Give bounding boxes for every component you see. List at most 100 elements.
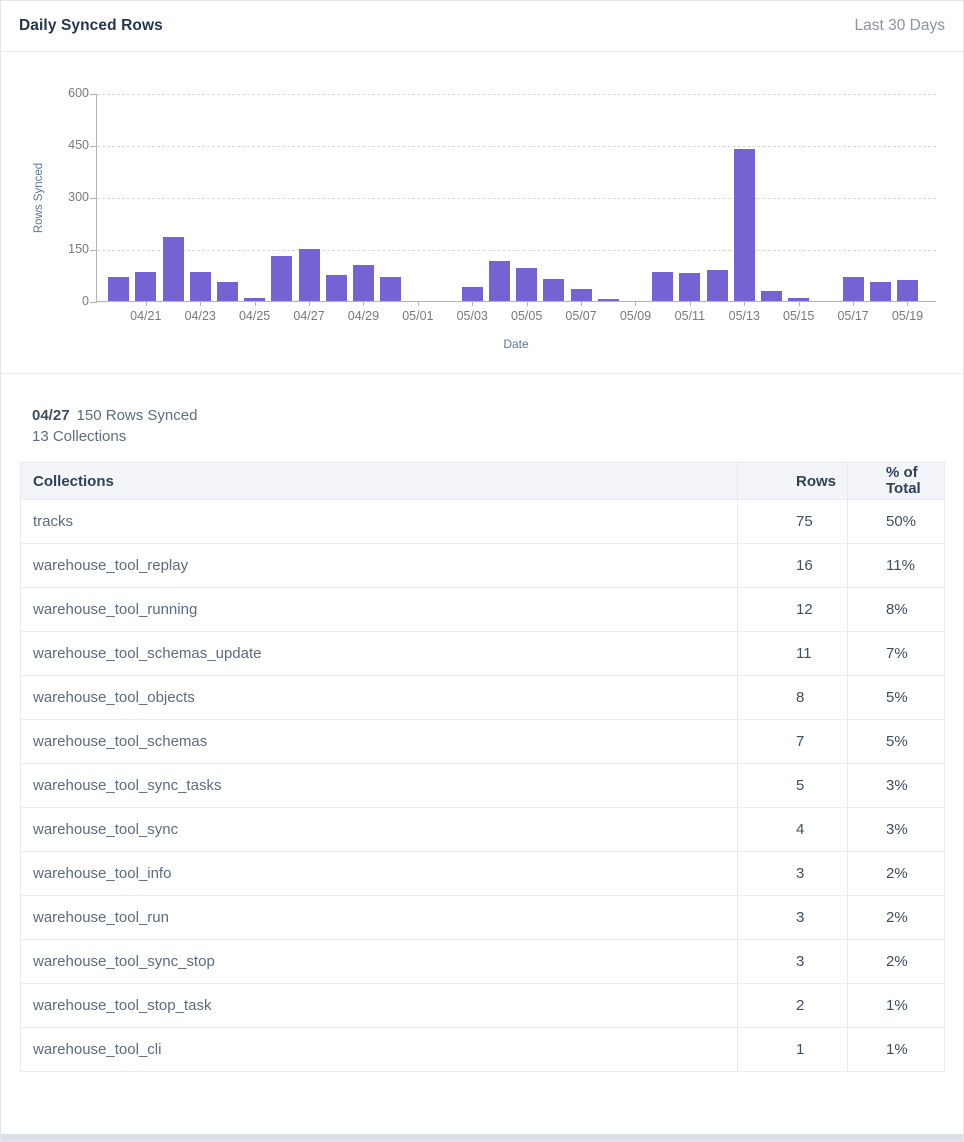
x-axis-slot (105, 301, 132, 337)
chart-bar[interactable] (788, 297, 810, 301)
rows-count-cell: 3 (737, 895, 848, 940)
chart-bar-slot (350, 94, 377, 301)
chart-bar[interactable] (869, 281, 891, 301)
y-axis-tick (90, 302, 97, 303)
chart-bar[interactable] (162, 236, 184, 301)
table-header-row: Collections Rows % of Total (20, 462, 945, 500)
chart-bar[interactable] (216, 281, 238, 301)
pct-of-total-cell: 1% (847, 1027, 945, 1072)
x-tick-label: 04/21 (130, 309, 162, 323)
chart-bar-slot (676, 94, 703, 301)
chart-bar-slot (241, 94, 268, 301)
x-axis-slot: 05/15 (783, 301, 815, 337)
hover-summary: 04/27 150 Rows Synced 13 Collections (1, 374, 963, 447)
x-axis-slot: 05/01 (402, 301, 433, 337)
next-card-edge (1, 1134, 963, 1141)
y-tick-label: 0 (82, 294, 89, 308)
rows-count-cell: 1 (737, 1027, 848, 1072)
table-row: warehouse_tool_schemas_update 11 7% (20, 631, 945, 676)
chart-bar[interactable] (706, 269, 728, 301)
chart-bar[interactable] (543, 278, 565, 301)
chart-bar[interactable] (380, 276, 402, 301)
chart-bar[interactable] (189, 271, 211, 301)
chart-bar[interactable] (488, 261, 510, 301)
chart-bar[interactable] (570, 288, 592, 301)
x-axis-slot (159, 301, 186, 337)
rows-count-cell: 3 (737, 939, 848, 984)
collection-name-cell: warehouse_tool_sync_tasks (20, 763, 738, 808)
x-axis-slot: 05/13 (729, 301, 760, 337)
hover-summary-collections: 13 Collections (32, 428, 127, 445)
chart-bar[interactable] (298, 249, 320, 301)
chart-bar[interactable] (597, 299, 619, 301)
y-axis-tick (90, 198, 97, 199)
chart-bar-slot (894, 94, 921, 301)
collection-name-cell: warehouse_tool_running (20, 587, 738, 632)
chart-bar[interactable] (461, 287, 483, 301)
x-tick-label: 05/15 (783, 309, 815, 323)
hover-summary-date: 04/27 (32, 407, 70, 424)
table-row: warehouse_tool_info 3 2% (20, 851, 945, 896)
rows-count-cell: 12 (737, 587, 848, 632)
x-tick-label: 04/29 (347, 309, 380, 323)
rows-count-cell: 7 (737, 719, 848, 764)
chart-bar[interactable] (652, 271, 674, 301)
chart-bar[interactable] (896, 280, 918, 301)
collection-name-cell: tracks (20, 499, 738, 544)
rows-count-cell: 4 (737, 807, 848, 852)
x-axis-tick (363, 301, 365, 306)
chart-bar[interactable] (516, 268, 538, 301)
x-axis-tick (417, 301, 419, 306)
x-axis-slot: 05/05 (511, 301, 542, 337)
x-tick-label: 05/03 (456, 309, 488, 323)
chart-bar-slot (649, 94, 676, 301)
chart-bar[interactable] (842, 276, 864, 301)
chart-bar[interactable] (244, 297, 266, 301)
y-axis-tick (90, 94, 97, 95)
chart-bar-slot (159, 94, 186, 301)
x-axis-slot: 04/25 (238, 301, 271, 337)
x-axis-tick (581, 301, 583, 306)
hover-summary-rows: 150 Rows Synced (76, 407, 198, 424)
x-axis-tick (853, 301, 855, 306)
chart-bar-slot (703, 94, 730, 301)
x-axis-slot: 05/09 (620, 301, 651, 337)
table-row: warehouse_tool_schemas 7 5% (20, 719, 945, 764)
chart-bar-slot (758, 94, 785, 301)
y-axis-tick (90, 250, 97, 251)
chart-bar[interactable] (271, 255, 293, 301)
table-row: tracks 75 50% (20, 499, 945, 544)
chart-bar[interactable] (760, 290, 782, 301)
column-header-collections: Collections (20, 462, 738, 500)
chart-bar[interactable] (352, 264, 374, 301)
x-tick-label: 05/07 (565, 309, 597, 323)
gridline (97, 198, 936, 199)
pct-of-total-cell: 3% (847, 763, 945, 808)
gridline (97, 94, 936, 95)
collection-name-cell: warehouse_tool_stop_task (20, 983, 738, 1028)
x-axis-slot: 04/27 (293, 301, 325, 337)
chart-bar[interactable] (108, 276, 130, 301)
collection-name-cell: warehouse_tool_info (20, 851, 738, 896)
pct-of-total-cell: 2% (847, 895, 945, 940)
chart-bar-slot (431, 94, 458, 301)
y-tick-label: 150 (68, 242, 89, 256)
table-row: warehouse_tool_objects 8 5% (20, 675, 945, 720)
chart-bar[interactable] (325, 275, 347, 301)
chart-bar[interactable] (733, 148, 755, 301)
x-tick-label: 04/25 (238, 309, 271, 323)
y-tick-label: 450 (68, 138, 89, 152)
chart-bar-slot (459, 94, 486, 301)
x-axis-slot (867, 301, 894, 337)
chart-bar[interactable] (135, 271, 157, 301)
plot-area: 04/21 04/23 04/25 04/27 04/29 05/01 05/03 05/05… (90, 94, 936, 323)
chart-bar[interactable] (679, 273, 701, 301)
rows-count-cell: 2 (737, 983, 848, 1028)
chart-bar-slot (377, 94, 404, 301)
table-row: warehouse_tool_replay 16 11% (20, 543, 945, 588)
y-axis-tick (90, 146, 97, 147)
x-axis-title: Date (503, 337, 529, 351)
chart-bar-slot (105, 94, 132, 301)
pct-of-total-cell: 7% (847, 631, 945, 676)
